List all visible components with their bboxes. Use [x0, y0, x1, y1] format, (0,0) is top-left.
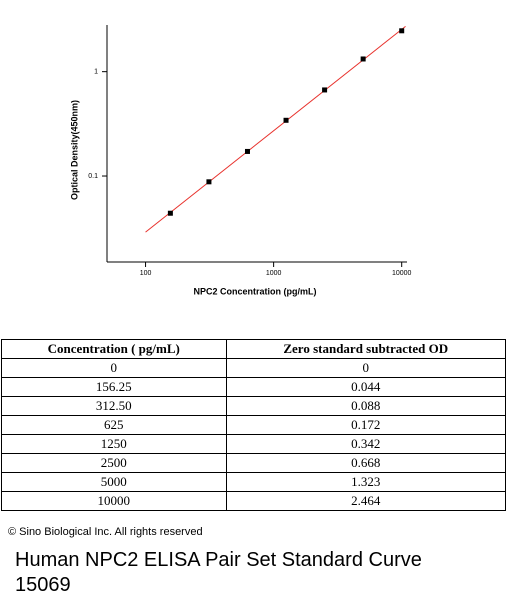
table-row: 1250 0.342	[1, 434, 506, 454]
chart: Optical Density(450nm) NPC2 Concentratio…	[69, 25, 412, 296]
header-cell: Zero standard subtracted OD	[225, 339, 506, 359]
data-point	[206, 179, 212, 185]
x-tick-label: 1000	[266, 270, 282, 277]
table-cell: 1250	[1, 434, 227, 454]
table-cell: 625	[1, 415, 227, 435]
caption: Human NPC2 ELISA Pair Set Standard Curve…	[15, 549, 422, 596]
table-cell: 2500	[1, 453, 227, 473]
header-cell: Concentration ( pg/mL)	[1, 339, 227, 359]
table-cell: 0	[225, 358, 506, 378]
table-cell: 5000	[1, 472, 227, 492]
fit-line	[145, 25, 406, 233]
x-tick-label: 10000	[392, 270, 412, 277]
table-row: 10000 2.464	[1, 491, 506, 511]
data-point	[360, 56, 366, 62]
header-row: Concentration ( pg/mL) Zero standard subt…	[1, 339, 506, 359]
table-cell: 0.044	[225, 377, 506, 397]
y-axis-label: Optical Density(450nm)	[69, 100, 79, 200]
data-point	[283, 117, 289, 123]
table-cell: 0.088	[225, 396, 506, 416]
data-table: Concentration ( pg/mL) Zero standard subt…	[1, 339, 506, 511]
data-point	[399, 28, 405, 34]
data-point	[244, 148, 250, 154]
table-cell: 10000	[1, 491, 227, 511]
table-cell: 0.668	[225, 453, 506, 473]
x-tick-label: 100	[140, 270, 152, 277]
x-axis-label: NPC2 Concentration (pg/mL)	[194, 286, 317, 296]
table-cell: 0	[1, 358, 227, 378]
y-tick-label: 0.1	[88, 173, 98, 180]
data-point	[167, 210, 173, 216]
table-row: 5000 1.323	[1, 472, 506, 492]
table-row: 2500 0.668	[1, 453, 506, 473]
y-tick-label: 1	[94, 69, 98, 76]
table-cell: 2.464	[225, 491, 506, 511]
table-cell: 1.323	[225, 472, 506, 492]
table-cell: 0.172	[225, 415, 506, 435]
table-cell: 156.25	[1, 377, 227, 397]
data-point	[322, 87, 328, 93]
table-row: 156.25 0.044	[1, 377, 506, 397]
copyright: © Sino Biological Inc. All rights reserv…	[8, 526, 203, 538]
table-row: 625 0.172	[1, 415, 506, 435]
table-row: 312.50 0.088	[1, 396, 506, 416]
table-cell: 0.342	[225, 434, 506, 454]
table-cell: 312.50	[1, 396, 227, 416]
